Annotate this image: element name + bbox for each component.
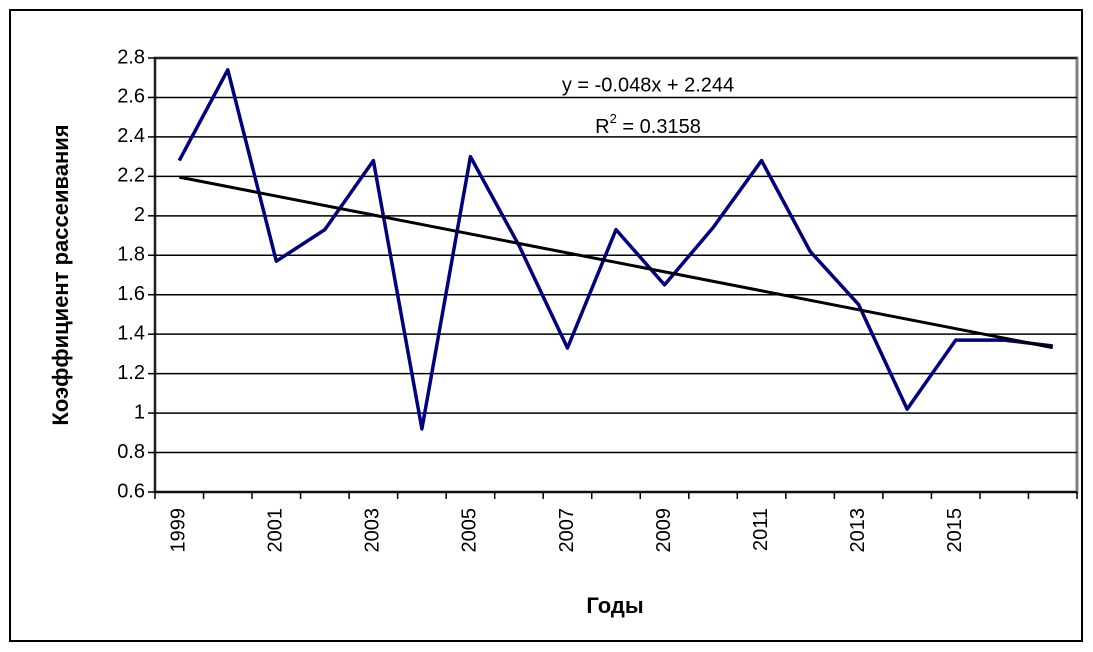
x-tick-label: 2007 [556,508,578,553]
y-tick-label: 0.8 [117,441,145,463]
y-tick-label: 1.2 [117,362,145,384]
x-axis-title: Годы [586,593,643,618]
x-tick-label: 2015 [944,508,966,553]
y-axis-title: Коэффициент рассеивания [48,124,73,425]
r2-rest: = 0.3158 [617,116,701,138]
x-tick-label: 2009 [653,508,675,553]
y-tick-label: 0.6 [117,480,145,502]
y-tick-label: 1 [134,401,145,423]
y-tick-label: 2.8 [117,46,145,68]
x-tick-label: 2001 [265,508,287,553]
plot-area [153,56,1079,494]
x-tick-label: 1999 [168,508,190,553]
y-tick-label: 1.8 [117,244,145,266]
y-tick-label: 1.4 [117,322,145,344]
x-tick-label: 2013 [847,508,869,553]
y-tick-label: 2.6 [117,86,145,108]
data-line [177,68,1053,431]
r-squared: R2 = 0.3158 [595,111,701,138]
trend-equation: y = -0.048x + 2.244 [562,74,734,96]
x-tick-label: 2005 [459,508,481,553]
trend-line [178,175,1054,350]
r2-sup: 2 [610,111,617,126]
y-tick-label: 1.6 [117,283,145,305]
y-tick-label: 2 [134,204,145,226]
x-tick-label: 2011 [750,508,772,551]
y-tick-label: 2.4 [117,125,145,147]
y-tick-label: 2.2 [117,165,145,187]
x-tick-label: 2003 [362,508,384,553]
r2-base: R [595,116,609,138]
